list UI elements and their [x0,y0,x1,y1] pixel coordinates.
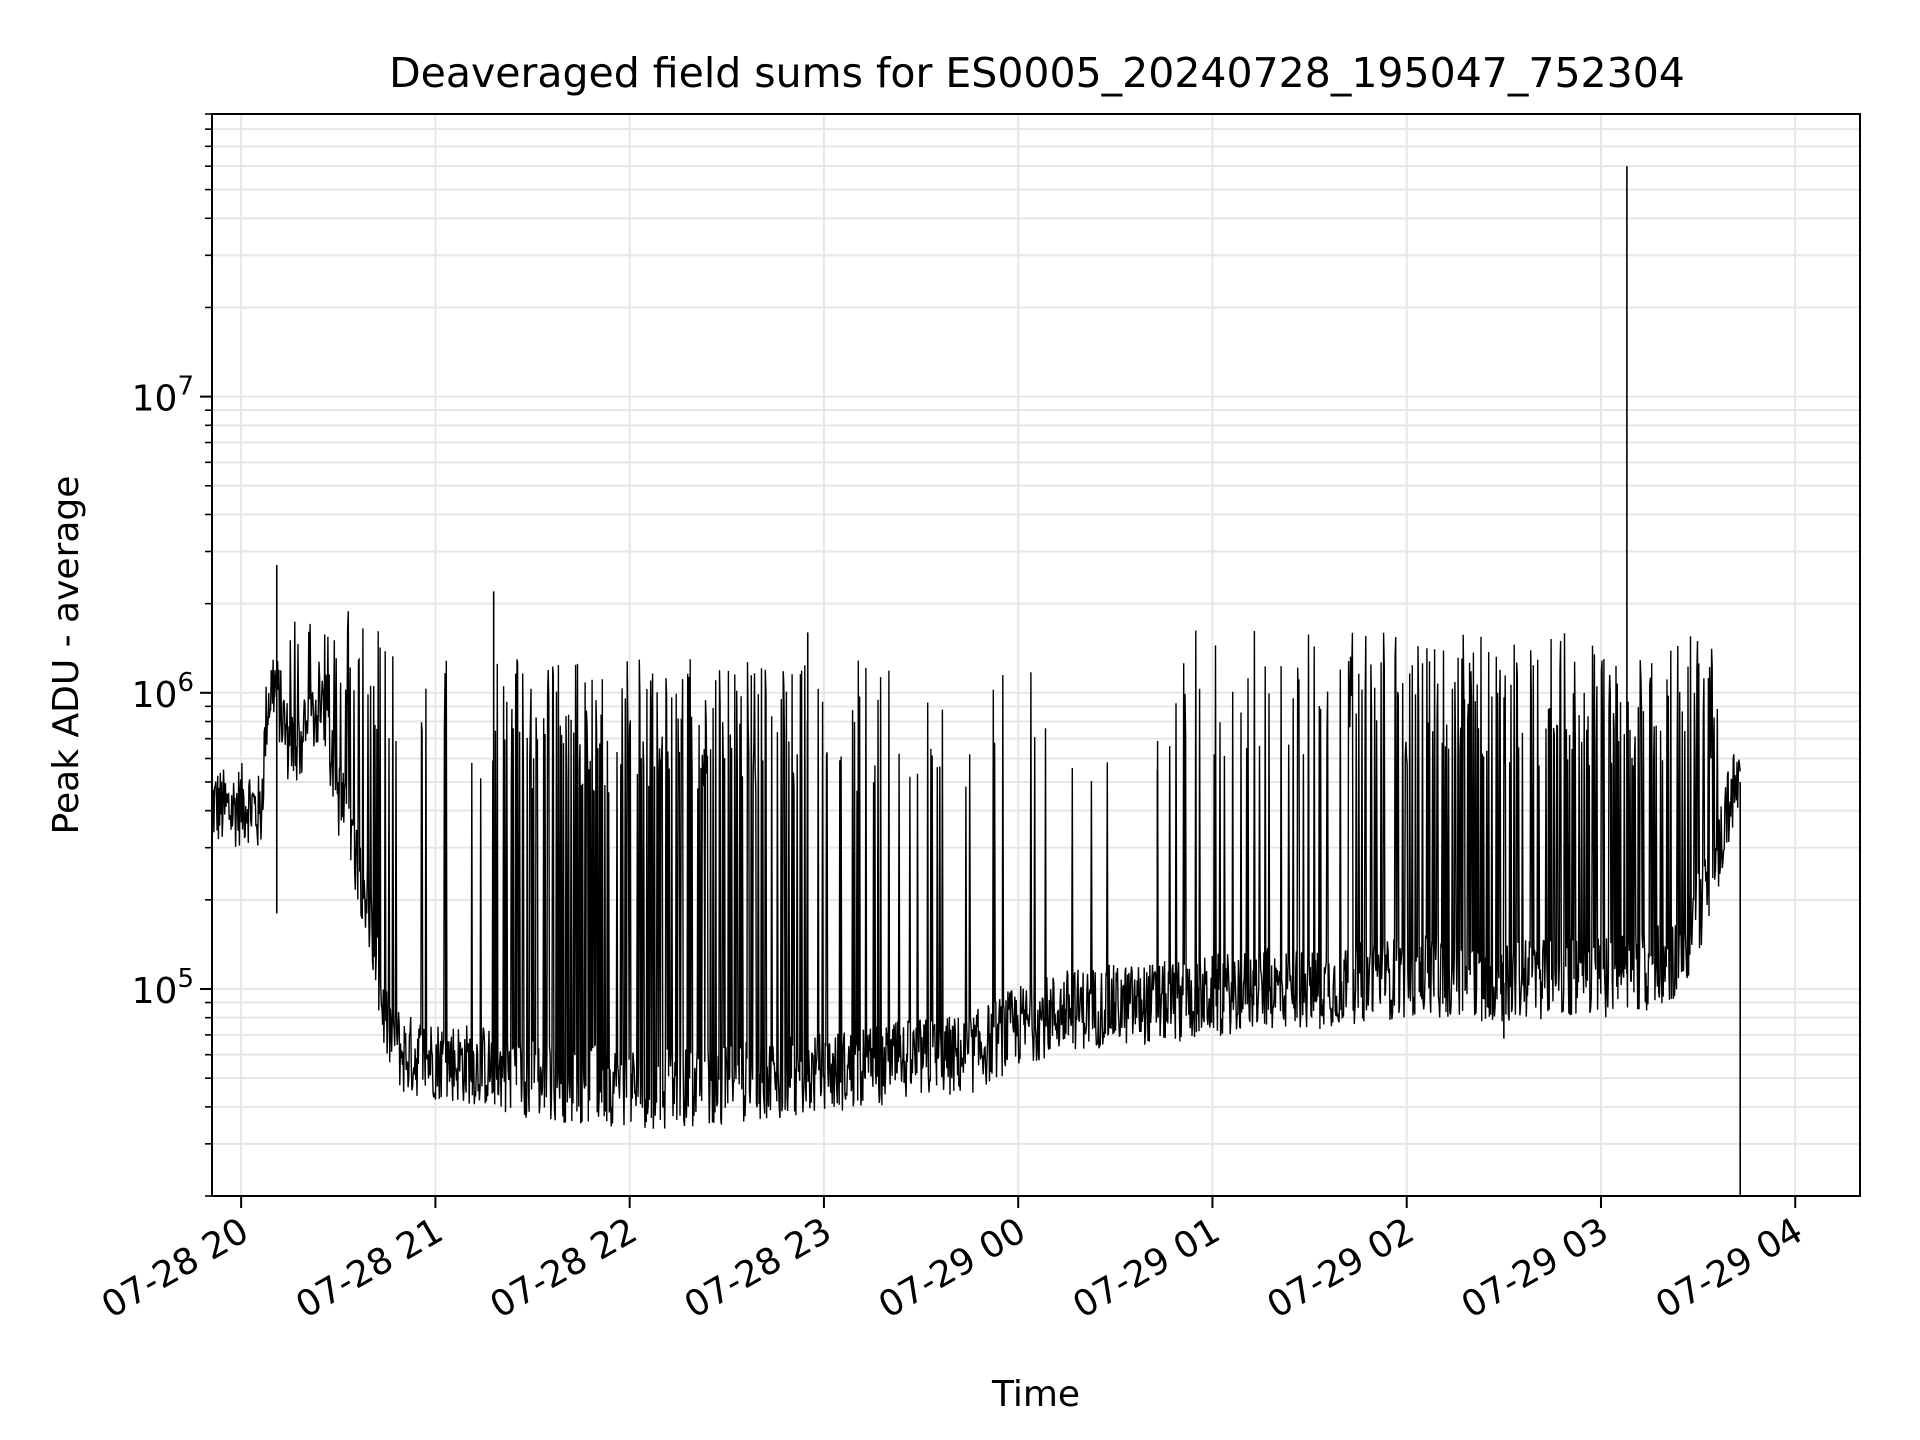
plot-frame [211,113,1861,1197]
y-tick-label: 105 [132,964,194,1012]
x-axis-label: Time [991,1374,1080,1415]
series-line [211,611,1741,1129]
chart-title: Deaveraged field sums for ES0005_2024072… [389,49,1685,97]
y-axis: 105 106 107 [132,113,212,1197]
y-tick-label: 107 [132,372,194,420]
series-group [211,166,1742,1196]
y-tick-label: 106 [132,668,194,716]
y-axis-label: Peak ADU - average [46,476,87,835]
